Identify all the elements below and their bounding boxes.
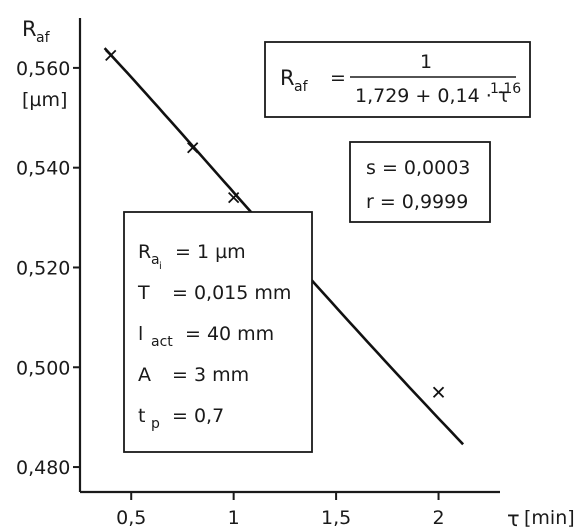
y-tick-label: 0,540 <box>16 158 70 180</box>
y-tick-label: 0,500 <box>16 357 70 379</box>
condition-subscript: a <box>151 252 160 268</box>
condition-value: = 0,7 <box>172 405 224 427</box>
x-axis-symbol: τ <box>507 507 520 530</box>
data-point-marker <box>105 49 117 62</box>
condition-row: t p = 0,7 <box>138 405 224 432</box>
data-point-marker <box>187 142 199 154</box>
data-point-marker <box>432 386 445 398</box>
y-axis-subscript: af <box>36 30 51 46</box>
formula-exponent: 1.16 <box>490 81 521 97</box>
condition-symbol: l <box>138 323 143 345</box>
condition-symbol: A <box>138 364 151 386</box>
data-points <box>105 49 445 398</box>
condition-subscript: p <box>151 416 160 432</box>
formula-numerator: 1 <box>420 51 432 73</box>
formula-box: R af = 1 1,729 + 0,14 · τ 1.16 <box>264 41 531 118</box>
condition-row: A = 3 mm <box>138 364 249 386</box>
y-tick-label: 0,480 <box>16 457 70 479</box>
formula-equals: = <box>330 67 346 89</box>
condition-symbol: R <box>138 241 151 263</box>
formula-lhs: R <box>280 66 295 90</box>
y-tick-label: 0,520 <box>16 257 70 279</box>
data-point-marker <box>228 191 240 204</box>
y-tick-label: 0,560 <box>16 58 70 80</box>
condition-subsubscript: i <box>159 261 162 272</box>
y-axis-unit: [µm] <box>22 89 67 111</box>
y-axis-symbol: R <box>22 17 37 41</box>
condition-subscript: act <box>151 334 173 350</box>
x-tick-label: 1 <box>228 507 240 529</box>
x-tick-label: 2 <box>432 507 444 529</box>
stats-box: s = 0,0003 r = 0,9999 <box>349 141 491 223</box>
x-ticks: 0,5 1 1,5 2 <box>116 492 445 529</box>
y-ticks: 0,480 0,500 0,520 0,540 0,560 <box>16 58 80 479</box>
x-tick-label: 0,5 <box>116 507 146 529</box>
condition-value: = 40 mm <box>185 323 274 345</box>
condition-symbol: t <box>138 405 145 427</box>
stat-s: s = 0,0003 <box>366 157 470 179</box>
condition-row: T = 0,015 mm <box>137 282 291 304</box>
formula-denominator: 1,729 + 0,14 · τ <box>355 85 509 107</box>
condition-value: = 0,015 mm <box>172 282 291 304</box>
condition-value: = 3 mm <box>172 364 249 386</box>
stat-r: r = 0,9999 <box>366 191 468 213</box>
x-axis-unit: [min] <box>524 507 575 529</box>
condition-symbol: T <box>137 282 150 304</box>
condition-row: l act = 40 mm <box>138 323 274 350</box>
x-tick-label: 1,5 <box>321 507 351 529</box>
formula-lhs-sub: af <box>294 79 309 95</box>
condition-value: = 1 µm <box>175 241 246 263</box>
